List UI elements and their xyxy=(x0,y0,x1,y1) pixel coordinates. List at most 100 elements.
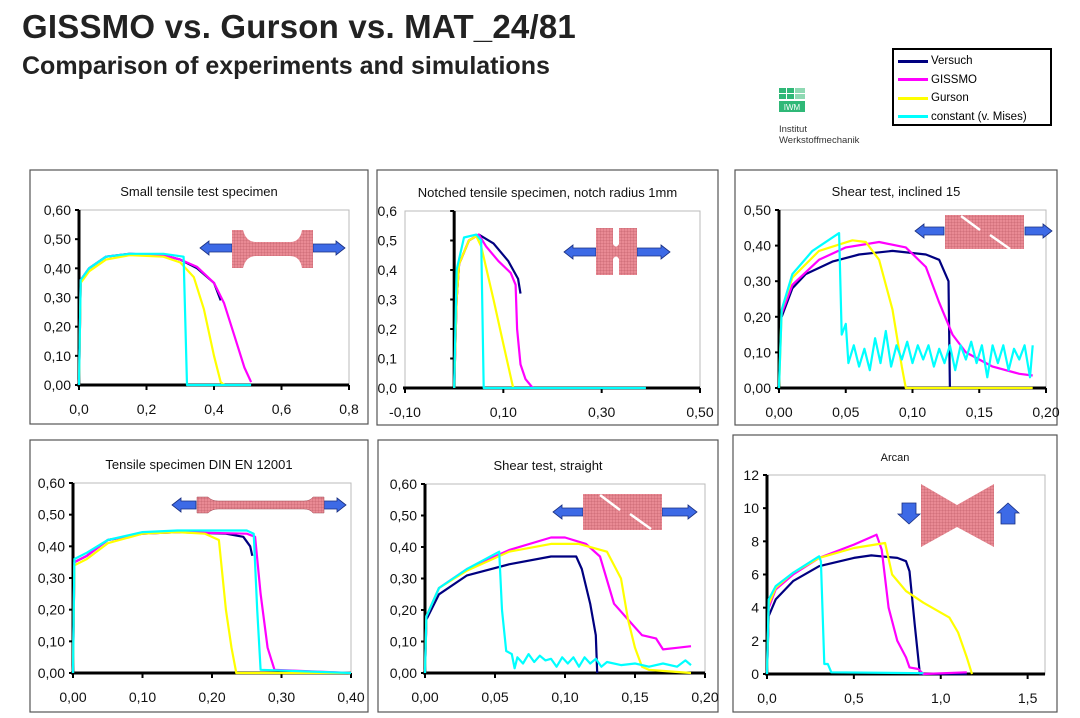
x-tick-label: 0,15 xyxy=(966,404,993,420)
legend-item-gissmo: GISSMO xyxy=(898,71,1050,90)
legend-label: Gurson xyxy=(931,92,969,105)
x-tick-label: 0,00 xyxy=(59,689,86,705)
chart-1: Small tensile test specimen 0,00 0,10 0,20 0… xyxy=(29,169,369,425)
x-tick-label: 0,5 xyxy=(844,690,864,706)
series-constant xyxy=(453,233,646,390)
x-tick-label: 0,0 xyxy=(69,401,89,417)
chart-3: Shear test, inclined 15 0,00 0,10 0,20 0,30 0… xyxy=(734,169,1060,426)
y-tick-label: 0,20 xyxy=(38,602,65,618)
notched-specimen-icon xyxy=(596,228,637,275)
x-tick-label: 0,20 xyxy=(198,689,225,705)
iwm-logo: IWM xyxy=(779,88,805,119)
y-tick-label: 0,00 xyxy=(744,380,771,396)
institute-name: Institut Werkstoffmechanik xyxy=(779,124,859,146)
chart-title: Arcan xyxy=(881,452,910,464)
chart-6: Arcan 0 2 4 6 8 10 12 0,0 0,5 1,0 1,5 xyxy=(732,434,1058,713)
shear-slit xyxy=(599,494,621,511)
chart-2: Notched tensile specimen, notch radius 1… xyxy=(376,169,719,426)
y-tick-label: 0,2 xyxy=(378,321,398,337)
down-arrow-icon xyxy=(896,502,922,525)
x-tick-label: 0,15 xyxy=(621,689,648,705)
left-arrow-icon xyxy=(914,223,945,239)
y-tick-label: 4 xyxy=(751,600,759,616)
y-tick-label: 0,20 xyxy=(44,319,71,335)
y-tick-label: 0,00 xyxy=(390,665,417,681)
y-tick-label: 10 xyxy=(743,500,759,516)
x-tick-label: 1,0 xyxy=(931,690,951,706)
x-tick-label: 1,5 xyxy=(1018,690,1038,706)
page-subtitle: Comparison of experiments and simulation… xyxy=(22,52,550,80)
x-tick-label: -0,10 xyxy=(389,404,421,420)
y-tick-label: 0,3 xyxy=(378,292,398,308)
shear-specimen-icon xyxy=(945,215,1024,249)
chart-title: Shear test, inclined 15 xyxy=(832,184,961,199)
x-tick-label: 0,0 xyxy=(757,690,777,706)
dogbone-specimen-icon xyxy=(232,230,313,268)
chart-title: Shear test, straight xyxy=(493,458,602,473)
y-tick-label: 0,0 xyxy=(378,380,398,396)
y-tick-label: 0 xyxy=(751,666,759,682)
y-tick-label: 2 xyxy=(751,633,759,649)
right-arrow-icon xyxy=(1024,223,1053,239)
x-tick-label: 0,20 xyxy=(1032,404,1059,420)
plot-area xyxy=(404,210,701,389)
x-tick-label: 0,30 xyxy=(588,404,615,420)
y-tick-label: 0,60 xyxy=(38,475,65,491)
y-tick-label: 0,10 xyxy=(744,344,771,360)
arcan-specimen-icon xyxy=(921,484,994,547)
shear-slit xyxy=(989,233,1011,251)
y-tick-label: 0,00 xyxy=(38,665,65,681)
y-tick-label: 0,50 xyxy=(44,231,71,247)
legend-label: Versuch xyxy=(931,55,973,68)
x-tick-label: 0,4 xyxy=(204,401,224,417)
y-tick-label: 0,10 xyxy=(38,633,65,649)
series-gissmo xyxy=(780,240,1033,377)
chart-title: Small tensile test specimen xyxy=(120,184,278,199)
y-tick-label: 0,30 xyxy=(744,273,771,289)
y-tick-label: 0,30 xyxy=(44,290,71,306)
series-constant xyxy=(71,529,352,675)
x-tick-label: 0,50 xyxy=(686,404,713,420)
series-versuch xyxy=(765,554,967,676)
x-tick-label: 0,10 xyxy=(129,689,156,705)
chart-4: Tensile specimen DIN EN 12001 0,00 0,10 0,2… xyxy=(29,439,369,713)
x-tick-label: 0,05 xyxy=(832,404,859,420)
y-tick-label: 0,10 xyxy=(44,348,71,364)
y-tick-label: 0,10 xyxy=(390,634,417,650)
y-tick-label: 0,40 xyxy=(390,539,417,555)
x-tick-label: 0,00 xyxy=(411,689,438,705)
up-arrow-icon xyxy=(995,502,1021,525)
y-tick-label: 0,30 xyxy=(390,571,417,587)
x-tick-label: 0,2 xyxy=(137,401,157,417)
y-tick-label: 0,60 xyxy=(390,476,417,492)
legend-swatch xyxy=(898,78,928,82)
series-constant xyxy=(423,550,692,674)
y-tick-label: 0,50 xyxy=(744,202,771,218)
left-arrow-icon xyxy=(171,497,197,513)
series-gissmo xyxy=(71,531,352,675)
legend: Versuch GISSMO Gurson constant (v. Mises… xyxy=(892,48,1052,126)
legend-swatch xyxy=(898,96,928,100)
legend-swatch xyxy=(898,115,928,119)
x-tick-label: 0,10 xyxy=(490,404,517,420)
x-tick-label: 0,6 xyxy=(272,401,292,417)
y-tick-label: 0,50 xyxy=(390,508,417,524)
iwm-logo-icon: IWM xyxy=(779,88,805,112)
series-constant xyxy=(777,232,1034,389)
y-tick-label: 0,50 xyxy=(38,507,65,523)
din-specimen-icon xyxy=(196,496,325,514)
legend-item-versuch: Versuch xyxy=(898,52,1050,71)
y-tick-label: 0,6 xyxy=(378,203,398,219)
y-tick-label: 0,1 xyxy=(378,351,398,367)
y-tick-label: 0,40 xyxy=(744,238,771,254)
chart-title: Tensile specimen DIN EN 12001 xyxy=(105,457,292,472)
chart-title: Notched tensile specimen, notch radius 1… xyxy=(418,185,677,200)
page-title: GISSMO vs. Gurson vs. MAT_24/81 xyxy=(22,8,576,45)
y-tick-label: 0,20 xyxy=(390,602,417,618)
y-tick-label: 0,30 xyxy=(38,570,65,586)
x-tick-label: 0,30 xyxy=(268,689,295,705)
x-tick-label: 0,10 xyxy=(551,689,578,705)
y-tick-label: 0,20 xyxy=(744,309,771,325)
y-tick-label: 0,40 xyxy=(38,538,65,554)
